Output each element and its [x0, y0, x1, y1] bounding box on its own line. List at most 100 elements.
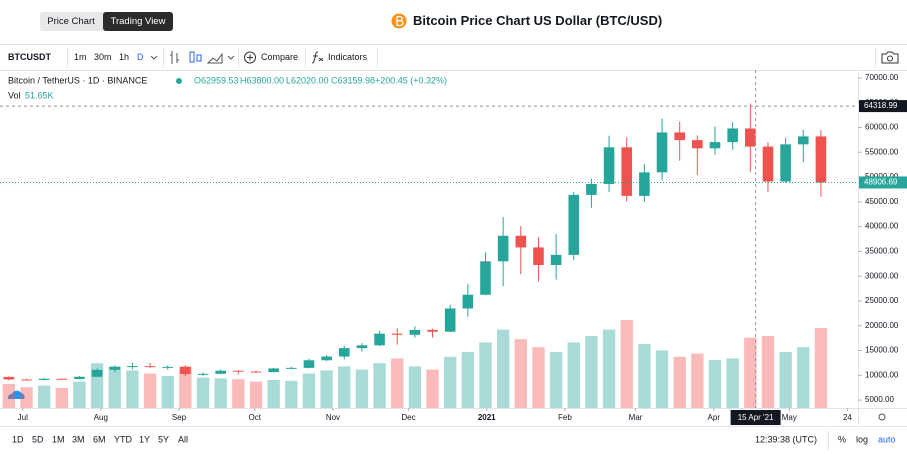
settings-icon[interactable]	[878, 413, 886, 421]
tab[interactable]: Price Chart	[47, 16, 95, 27]
interval[interactable]: 1m	[74, 52, 87, 62]
interval[interactable]: D	[137, 52, 144, 62]
candle-body	[74, 376, 85, 380]
y-tick-label: 60000.00	[865, 123, 899, 132]
legend-close: C63159.98	[331, 75, 375, 85]
crosshair-price-tag	[859, 100, 907, 113]
y-tick-label: 20000.00	[865, 321, 899, 330]
volume-bar	[161, 376, 174, 408]
compare-icon[interactable]	[244, 51, 256, 64]
chevron[interactable]	[150, 55, 158, 60]
candle-body	[427, 329, 438, 332]
volume-bar	[585, 336, 598, 408]
compare[interactable]: Compare	[261, 52, 298, 62]
page-title: Bitcoin Price Chart US Dollar (BTC/USD)	[413, 13, 662, 28]
range[interactable]: 5D	[32, 434, 44, 444]
compare-icon[interactable]	[247, 54, 253, 61]
candle-body	[780, 144, 791, 182]
candle-body	[321, 356, 332, 361]
volume-bar	[73, 381, 86, 408]
volume-bar	[567, 342, 580, 408]
bars-icon[interactable]	[170, 51, 179, 64]
candle-body	[144, 366, 156, 368]
candle-body	[21, 379, 32, 381]
tab[interactable]: Trading View	[111, 16, 166, 27]
option[interactable]: %	[838, 434, 846, 444]
volume-bar	[426, 369, 439, 408]
volume-bar	[37, 385, 51, 408]
x-tick-label: Jul	[18, 413, 28, 422]
candle-body	[568, 194, 580, 255]
volume-bar	[391, 358, 404, 408]
candle-body	[497, 235, 509, 262]
volume-bar	[479, 342, 492, 408]
x-tick-label: 24	[843, 413, 852, 422]
volume-bar	[691, 353, 704, 408]
tab-active[interactable]	[103, 12, 173, 31]
symbol[interactable]: BTCUSDT	[8, 52, 51, 62]
candle-body	[462, 294, 474, 309]
range[interactable]: 1Y	[139, 434, 150, 444]
volume-bar	[708, 360, 722, 408]
volume-bar	[655, 350, 669, 408]
candle-body	[674, 132, 685, 141]
x-tick-label: Nov	[326, 413, 340, 422]
interval[interactable]: 30m	[94, 52, 112, 62]
chevron[interactable]	[227, 55, 235, 60]
candle-body	[762, 146, 774, 182]
x-tick-label: Apr	[708, 413, 721, 422]
candle-body	[639, 172, 650, 196]
volume-bar	[2, 384, 16, 408]
crosshair-date-label: 15 Apr '21	[738, 413, 774, 422]
candle-body	[533, 247, 544, 266]
volume-bar	[373, 363, 386, 408]
candle-body	[621, 147, 633, 196]
range[interactable]: 5Y	[158, 434, 169, 444]
volume-bar	[143, 373, 157, 408]
volume-bar	[196, 377, 210, 408]
candles-icon[interactable]	[189, 51, 202, 63]
volume-bar	[761, 336, 775, 408]
volume-bar	[338, 366, 351, 408]
indicators-icon[interactable]	[311, 51, 324, 64]
clock: 12:39:38 (UTC)	[755, 434, 817, 444]
range[interactable]: 1M	[52, 434, 65, 444]
range[interactable]: All	[178, 434, 188, 444]
camera-icon[interactable]	[887, 55, 893, 62]
candle-body	[38, 378, 50, 380]
interval[interactable]: 1h	[119, 52, 129, 62]
candle-body	[162, 366, 174, 368]
option[interactable]: auto	[878, 434, 896, 444]
y-tick-label: 30000.00	[865, 271, 899, 280]
range[interactable]: 3M	[72, 434, 85, 444]
y-tick-label: 25000.00	[865, 296, 899, 305]
volume-bar	[408, 366, 422, 408]
candle-body	[286, 367, 297, 369]
candle-body	[268, 368, 279, 373]
candle-body	[515, 235, 527, 248]
y-tick-label: 70000.00	[865, 73, 899, 82]
area-icon[interactable]	[206, 52, 223, 64]
y-tick-label: 40000.00	[865, 222, 899, 231]
range[interactable]: 6M	[93, 434, 106, 444]
x-tick-label: Sep	[172, 413, 187, 422]
volume-bar	[302, 373, 316, 408]
range[interactable]: YTD	[114, 434, 133, 444]
x-tick-label: Aug	[94, 413, 108, 422]
legend-change: +200.45 (+0.32%)	[375, 75, 447, 85]
volume-bar	[549, 352, 563, 408]
candle-body	[250, 371, 262, 373]
range[interactable]: 1D	[12, 434, 24, 444]
option[interactable]: log	[856, 434, 868, 444]
candle-body	[709, 142, 721, 149]
volume-bar	[285, 380, 298, 408]
volume-bar	[355, 369, 369, 408]
volume-bar	[20, 387, 33, 408]
volume-bar	[744, 337, 757, 408]
indicators[interactable]: Indicators	[328, 52, 368, 62]
candle-body	[127, 366, 138, 368]
candle-body	[692, 140, 703, 149]
candle-body	[727, 128, 738, 143]
camera-icon[interactable]	[881, 51, 899, 64]
